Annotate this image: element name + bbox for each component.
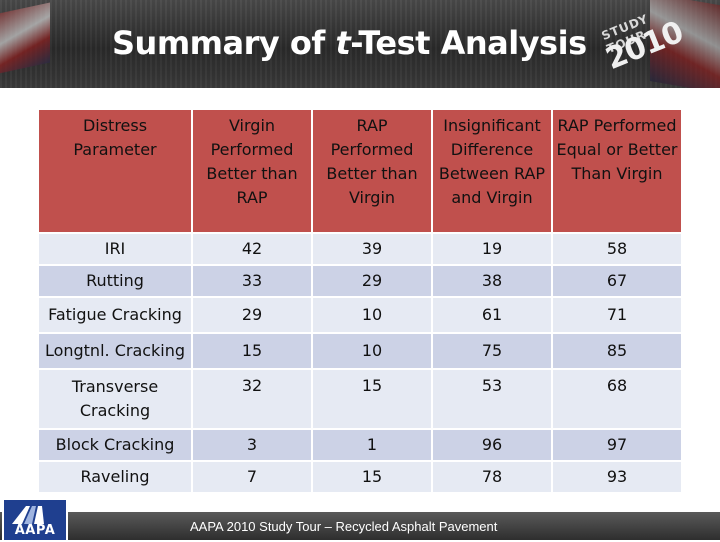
row-label: Transverse Cracking (39, 370, 191, 428)
cell-value: 7 (193, 462, 311, 492)
cell-value: 68 (553, 370, 681, 428)
row-label: Longtnl. Cracking (39, 334, 191, 368)
cell-value: 67 (553, 266, 681, 296)
row-label: Block Cracking (39, 430, 191, 460)
cell-value: 85 (553, 334, 681, 368)
title-italic-t: t (335, 24, 351, 62)
cell-value: 10 (313, 334, 431, 368)
cell-value: 19 (433, 234, 551, 264)
table-row: Raveling 7 15 78 93 (39, 462, 681, 492)
cell-value: 15 (313, 462, 431, 492)
cell-value: 3 (193, 430, 311, 460)
table-row: Longtnl. Cracking 15 10 75 85 (39, 334, 681, 368)
row-label: IRI (39, 234, 191, 264)
cell-value: 53 (433, 370, 551, 428)
cell-value: 29 (193, 298, 311, 332)
table-row: IRI 42 39 19 58 (39, 234, 681, 264)
cell-value: 39 (313, 234, 431, 264)
header-distress-parameter: Distress Parameter (39, 110, 191, 232)
cell-value: 32 (193, 370, 311, 428)
aapa-logo-text: AAPA (14, 523, 56, 538)
header-rap-better: RAP Performed Better than Virgin (313, 110, 431, 232)
cell-value: 10 (313, 298, 431, 332)
table-header-row: Distress Parameter Virgin Performed Bett… (39, 110, 681, 232)
table-row: Block Cracking 3 1 96 97 (39, 430, 681, 460)
cell-value: 71 (553, 298, 681, 332)
table-row: Fatigue Cracking 29 10 61 71 (39, 298, 681, 332)
table-row: Transverse Cracking 32 15 53 68 (39, 370, 681, 428)
cell-value: 78 (433, 462, 551, 492)
page-title: Summary of t-Test Analysis (112, 24, 587, 62)
row-label: Fatigue Cracking (39, 298, 191, 332)
header-virgin-better: Virgin Performed Better than RAP (193, 110, 311, 232)
aapa-logo: AAPA (2, 498, 68, 542)
cell-value: 38 (433, 266, 551, 296)
footer-bar (0, 512, 720, 540)
cell-value: 96 (433, 430, 551, 460)
cell-value: 93 (553, 462, 681, 492)
title-prefix: Summary of (112, 24, 336, 62)
cell-value: 33 (193, 266, 311, 296)
cell-value: 15 (313, 370, 431, 428)
cell-value: 58 (553, 234, 681, 264)
header-insignificant-difference: Insignificant Difference Between RAP and… (433, 110, 551, 232)
road-arrow-icon (12, 506, 44, 524)
title-suffix: -Test Analysis (350, 24, 587, 62)
cell-value: 61 (433, 298, 551, 332)
table-row: Rutting 33 29 38 67 (39, 266, 681, 296)
header-rap-equal-or-better: RAP Performed Equal or Better Than Virgi… (553, 110, 681, 232)
row-label: Raveling (39, 462, 191, 492)
cell-value: 1 (313, 430, 431, 460)
cell-value: 29 (313, 266, 431, 296)
cell-value: 75 (433, 334, 551, 368)
cell-value: 97 (553, 430, 681, 460)
footer-caption: AAPA 2010 Study Tour – Recycled Asphalt … (190, 519, 498, 534)
flag-graphic-left (0, 2, 50, 78)
header-banner (0, 0, 720, 88)
cell-value: 15 (193, 334, 311, 368)
t-test-summary-table: Distress Parameter Virgin Performed Bett… (37, 108, 683, 494)
cell-value: 42 (193, 234, 311, 264)
row-label: Rutting (39, 266, 191, 296)
